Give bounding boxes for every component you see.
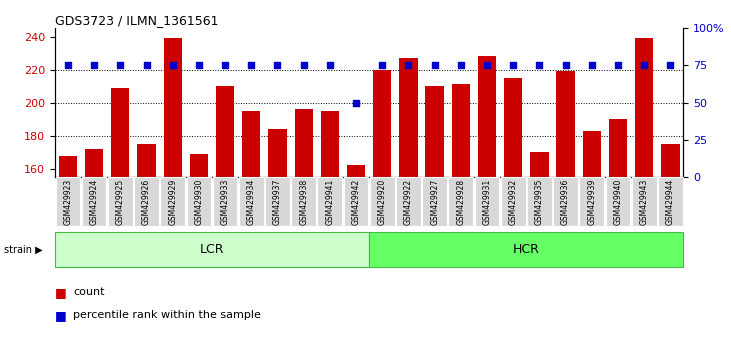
Bar	[583, 131, 601, 177]
Text: GSM429934: GSM429934	[247, 178, 256, 225]
Point	[115, 63, 126, 68]
Bar	[373, 70, 391, 177]
Point	[560, 63, 572, 68]
Bar	[347, 165, 366, 177]
Text: GSM429920: GSM429920	[378, 179, 387, 225]
Bar	[504, 78, 523, 177]
Text: GDS3723 / ILMN_1361561: GDS3723 / ILMN_1361561	[55, 14, 219, 27]
Point	[638, 63, 650, 68]
Bar	[164, 38, 182, 177]
Bar	[452, 85, 470, 177]
Text: GSM429927: GSM429927	[430, 179, 439, 225]
Text: GSM429926: GSM429926	[142, 179, 151, 225]
Point	[272, 63, 284, 68]
Bar	[478, 56, 496, 177]
Point	[481, 63, 493, 68]
Point	[612, 63, 624, 68]
Bar	[268, 129, 287, 177]
Text: LCR: LCR	[200, 243, 224, 256]
Point	[88, 63, 100, 68]
Text: GSM429943: GSM429943	[640, 178, 648, 225]
Point	[62, 63, 74, 68]
Text: GSM429925: GSM429925	[115, 179, 125, 225]
Bar	[295, 109, 313, 177]
Text: GSM429931: GSM429931	[482, 179, 491, 225]
Text: GSM429928: GSM429928	[456, 179, 466, 225]
Text: ■: ■	[55, 286, 67, 298]
Text: ■: ■	[55, 309, 67, 321]
Bar	[609, 119, 627, 177]
Bar	[137, 144, 156, 177]
Text: GSM429939: GSM429939	[587, 178, 596, 225]
Point	[140, 63, 152, 68]
Bar	[399, 58, 417, 177]
Text: count: count	[73, 287, 105, 297]
Bar	[556, 71, 575, 177]
Text: GSM429944: GSM429944	[666, 178, 675, 225]
Point	[193, 63, 205, 68]
Point	[429, 63, 441, 68]
Text: GSM429922: GSM429922	[404, 179, 413, 225]
Point	[403, 63, 414, 68]
Bar	[242, 111, 260, 177]
Point	[534, 63, 545, 68]
Point	[586, 63, 598, 68]
Bar	[635, 38, 654, 177]
Text: GSM429935: GSM429935	[535, 178, 544, 225]
Text: HCR: HCR	[513, 243, 539, 256]
Bar	[190, 154, 208, 177]
Bar	[58, 155, 77, 177]
Text: GSM429933: GSM429933	[221, 178, 230, 225]
Bar	[321, 111, 339, 177]
Bar	[85, 149, 103, 177]
Point	[219, 63, 231, 68]
Point	[350, 100, 362, 105]
Bar	[530, 152, 548, 177]
Point	[246, 63, 257, 68]
Text: GSM429936: GSM429936	[561, 178, 570, 225]
Text: GSM429924: GSM429924	[90, 179, 99, 225]
Point	[324, 63, 336, 68]
Text: GSM429930: GSM429930	[194, 178, 203, 225]
Bar	[425, 86, 444, 177]
Text: GSM429937: GSM429937	[273, 178, 282, 225]
Bar	[662, 144, 680, 177]
Text: GSM429941: GSM429941	[325, 179, 334, 225]
Text: GSM429942: GSM429942	[352, 179, 360, 225]
Text: GSM429923: GSM429923	[64, 179, 72, 225]
Bar	[111, 88, 129, 177]
Point	[455, 63, 466, 68]
Text: GSM429932: GSM429932	[509, 179, 518, 225]
Point	[507, 63, 519, 68]
Text: GSM429938: GSM429938	[299, 179, 308, 225]
Text: strain ▶: strain ▶	[4, 245, 42, 255]
Point	[376, 63, 388, 68]
Text: GSM429929: GSM429929	[168, 179, 177, 225]
Text: percentile rank within the sample: percentile rank within the sample	[73, 310, 261, 320]
Bar	[216, 86, 234, 177]
Text: GSM429940: GSM429940	[613, 178, 623, 225]
Point	[167, 63, 178, 68]
Point	[664, 63, 676, 68]
Point	[298, 63, 309, 68]
